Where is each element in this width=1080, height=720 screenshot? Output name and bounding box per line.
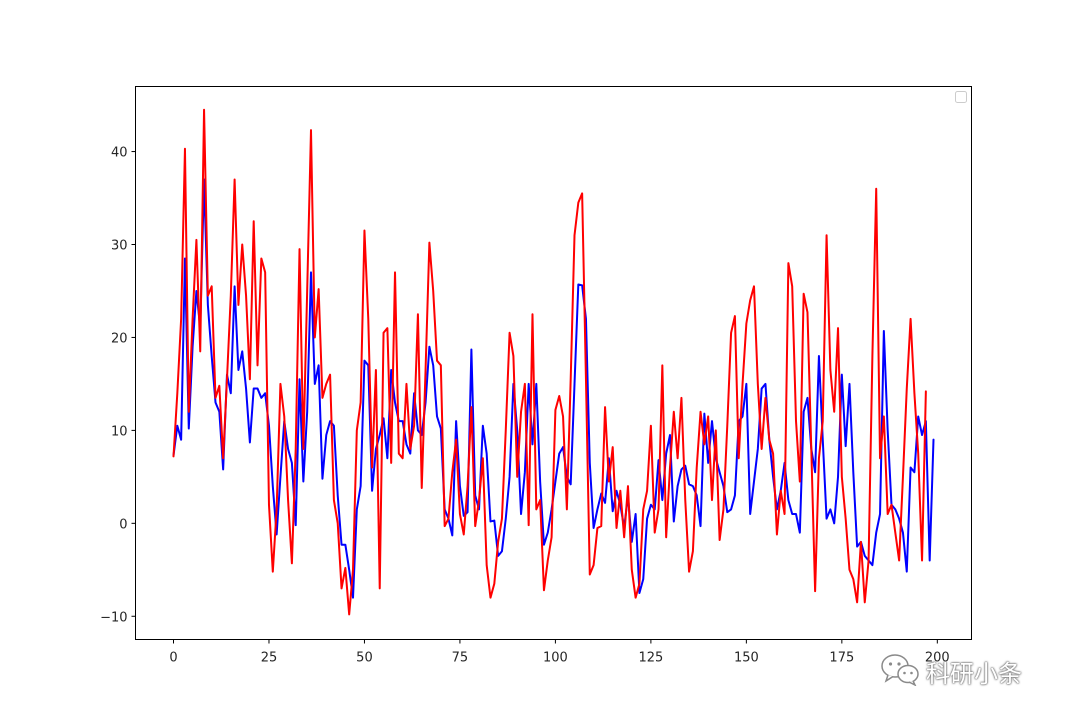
plot-area: [135, 86, 972, 640]
y-tick-label: 40: [111, 146, 128, 161]
x-tick-label: 0: [169, 651, 177, 666]
x-tick-label: 200: [925, 651, 950, 666]
x-axis: 0 25 50 75 100 125 150 175 200: [169, 639, 950, 666]
y-tick-label: 20: [111, 331, 128, 346]
legend-box: [955, 91, 967, 103]
x-tick-label: 100: [543, 651, 568, 666]
wechat-bubbles-icon: [880, 652, 920, 690]
y-tick-label: −10: [100, 610, 127, 625]
x-tick-label: 150: [734, 651, 759, 666]
x-tick-label: 125: [638, 651, 663, 666]
series-line-2: [172, 108, 927, 616]
watermark-text: 科研小条: [926, 659, 1022, 688]
y-axis: −10 0 10 20 30 40: [100, 146, 136, 625]
x-tick-label: 175: [829, 651, 854, 666]
watermark: 科研小条: [880, 652, 1022, 690]
x-tick-label: 50: [356, 651, 373, 666]
series-layer: [172, 108, 935, 616]
axes-frame: [135, 86, 972, 640]
x-tick-label: 75: [452, 651, 469, 666]
x-tick-label: 25: [261, 651, 278, 666]
y-tick-label: 0: [119, 517, 127, 532]
y-tick-label: 10: [111, 424, 128, 439]
y-tick-label: 30: [111, 239, 128, 254]
